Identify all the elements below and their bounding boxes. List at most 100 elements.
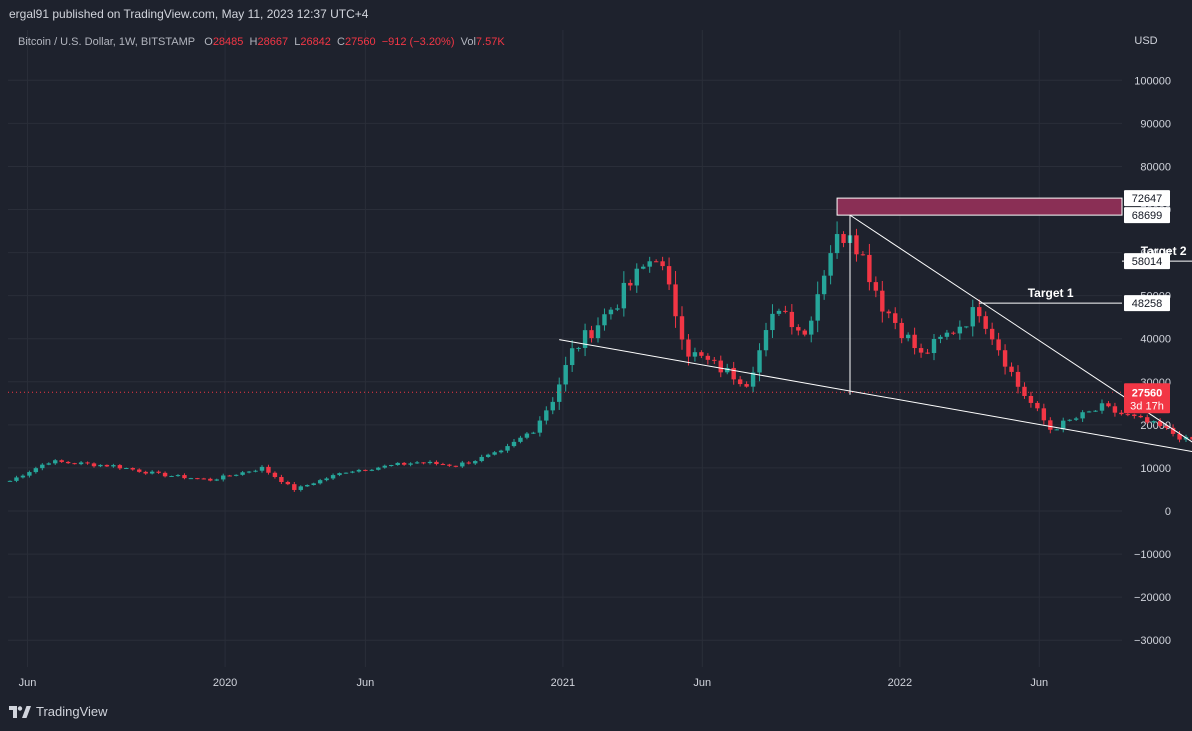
candle [130, 467, 135, 471]
candle [692, 347, 698, 362]
candle [537, 416, 543, 437]
candle [505, 443, 510, 453]
candle [705, 353, 711, 365]
candle [98, 464, 103, 468]
candle [20, 474, 26, 479]
price-tag-label: 72647 [1132, 193, 1163, 205]
candle [343, 472, 349, 474]
candle [1145, 414, 1150, 425]
y-tick-label: 80000 [1140, 161, 1171, 173]
price-tag-label: 48258 [1132, 298, 1163, 310]
candle [214, 478, 219, 482]
candle [608, 307, 614, 320]
candle [557, 377, 562, 410]
candle [85, 461, 90, 465]
candle [834, 221, 840, 259]
candle [983, 311, 988, 335]
candle [111, 463, 116, 468]
candle [518, 435, 523, 444]
candle [744, 381, 749, 388]
price-tag-label: 68699 [1132, 210, 1163, 222]
volume-value: 7.57K [475, 36, 505, 48]
falling-wedge-drawing[interactable] [559, 214, 1192, 455]
currency-label: USD [1134, 35, 1157, 47]
candle [802, 328, 807, 337]
candle [324, 477, 329, 482]
candle [1157, 418, 1163, 428]
candle [628, 279, 633, 291]
y-tick-label: 100000 [1134, 75, 1171, 87]
candle [149, 470, 155, 475]
candle [1151, 420, 1156, 425]
candle [989, 322, 995, 345]
candle [259, 465, 265, 473]
candle [893, 307, 898, 330]
candle [679, 306, 685, 350]
candle [821, 270, 827, 300]
candle [951, 331, 956, 336]
candle [1190, 434, 1192, 442]
candle [1054, 428, 1059, 431]
candle [363, 469, 368, 472]
candle [1002, 344, 1008, 375]
tradingview-logo[interactable]: TradingView [9, 704, 108, 719]
candle [563, 356, 568, 392]
candle [776, 308, 782, 316]
symbol-name[interactable]: Bitcoin / U.S. Dollar, 1W, BITSTAMP [18, 36, 196, 48]
candle [905, 332, 911, 342]
candle [162, 471, 168, 478]
candle [634, 263, 639, 293]
candle [33, 466, 39, 474]
candle [137, 468, 142, 473]
x-tick-label: 2020 [213, 677, 237, 689]
candle [169, 475, 174, 477]
y-tick-label: 0 [1165, 506, 1171, 518]
candle [1022, 382, 1027, 399]
candle [1009, 362, 1014, 377]
candle [447, 463, 452, 467]
candle [899, 318, 904, 344]
candle [809, 316, 814, 343]
candle [195, 477, 200, 480]
candle [589, 325, 594, 343]
candle [615, 304, 620, 312]
x-tick-label: 2022 [888, 677, 912, 689]
candle [272, 471, 278, 479]
price-tag: 48258 [1124, 295, 1170, 312]
candle [531, 431, 536, 435]
price-tag: 72647 [1124, 190, 1170, 207]
target-3-zone[interactable] [836, 197, 1123, 216]
candle [233, 474, 239, 477]
candle [718, 355, 723, 378]
candle [582, 323, 588, 357]
candle [1080, 410, 1085, 422]
candle [1061, 417, 1066, 433]
candle [1028, 391, 1034, 408]
candle [104, 464, 110, 468]
candle [647, 256, 652, 273]
candle [117, 464, 123, 470]
candle [188, 477, 194, 480]
candle [208, 477, 213, 482]
candle [240, 470, 245, 476]
candle [1125, 412, 1131, 417]
candle [427, 460, 433, 465]
candle [421, 462, 426, 465]
candle [1132, 413, 1137, 419]
high-label: H [249, 36, 258, 48]
candle [305, 484, 310, 487]
candle [7, 480, 13, 482]
candle [91, 462, 97, 468]
price-axis[interactable]: USD1000009000080000700006000050000400003… [1134, 35, 1171, 647]
candle [317, 478, 323, 485]
y-tick-label: −30000 [1134, 635, 1171, 647]
time-axis[interactable]: Jun2020Jun2021Jun2022Jun2023Jun202 [19, 677, 1192, 689]
candle [253, 469, 258, 473]
candle [841, 231, 846, 248]
candle [641, 264, 646, 270]
candle [873, 276, 879, 298]
candle [595, 317, 601, 343]
candle [1086, 410, 1092, 413]
